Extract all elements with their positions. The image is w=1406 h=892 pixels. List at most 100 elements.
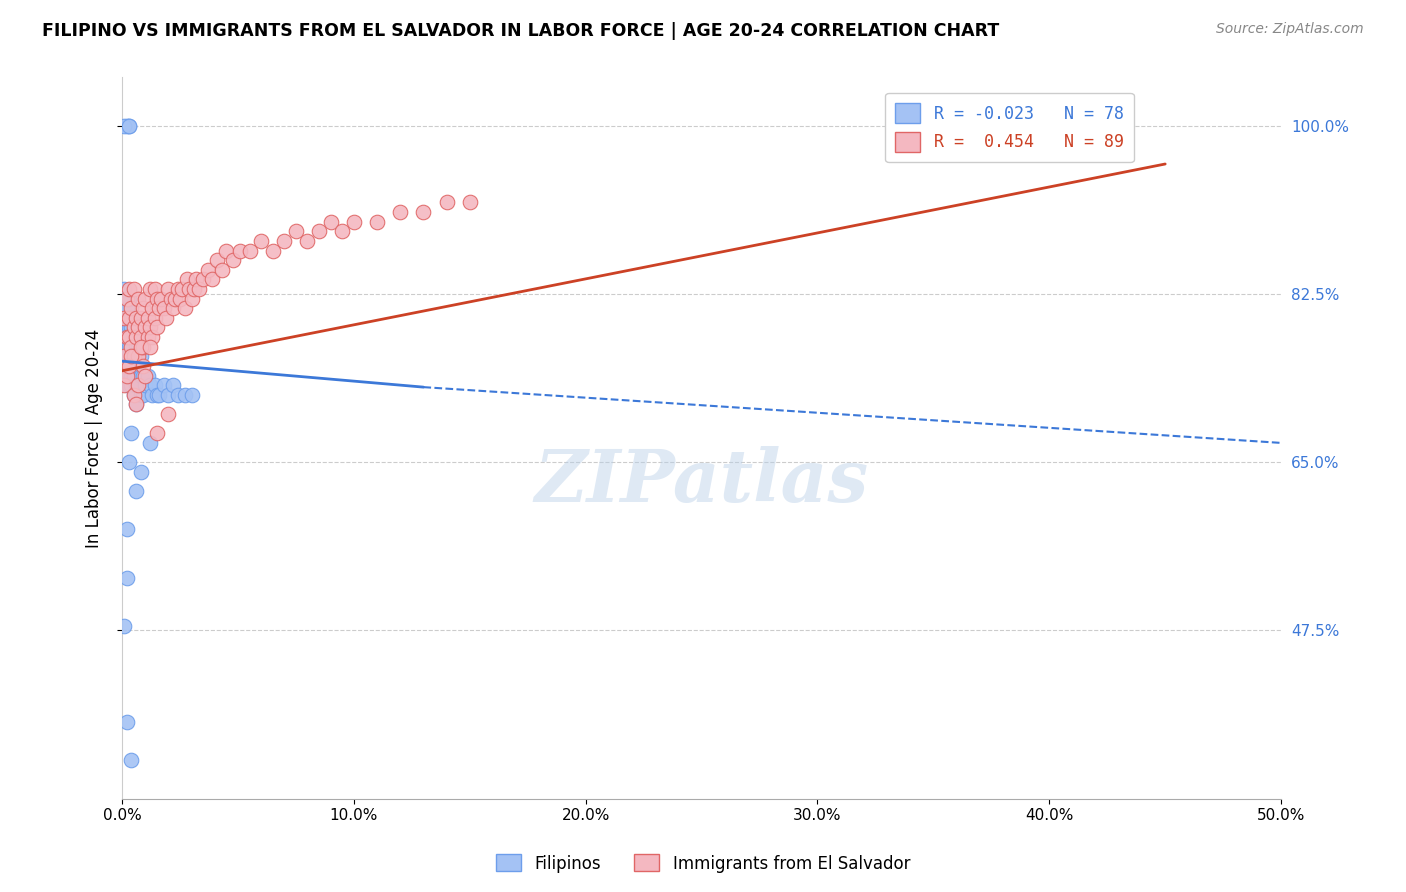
Point [118, 119, 141, 133]
Point [115, 310, 138, 325]
Point [159, 292, 181, 306]
Point [180, 292, 202, 306]
Point [122, 368, 145, 383]
Point [146, 388, 169, 402]
Point [120, 378, 142, 392]
Point [118, 349, 141, 363]
Point [112, 618, 135, 632]
Point [112, 320, 135, 334]
Point [129, 368, 152, 383]
Point [129, 388, 152, 402]
Legend: Filipinos, Immigrants from El Salvador: Filipinos, Immigrants from El Salvador [489, 847, 917, 880]
Point [173, 388, 195, 402]
Point [148, 388, 170, 402]
Text: ZIPatlas: ZIPatlas [534, 446, 869, 516]
Point [155, 310, 177, 325]
Point [115, 119, 138, 133]
Point [120, 753, 142, 767]
Point [112, 349, 135, 363]
Point [115, 378, 138, 392]
Point [115, 340, 138, 354]
Point [187, 282, 209, 296]
Point [165, 292, 187, 306]
Point [308, 224, 330, 238]
Point [118, 378, 141, 392]
Point [125, 359, 148, 373]
Point [150, 292, 173, 306]
Point [1108, 137, 1130, 152]
Point [115, 349, 138, 363]
Point [412, 205, 434, 219]
Point [118, 340, 141, 354]
Point [125, 340, 148, 354]
Point [125, 483, 148, 498]
Point [118, 310, 141, 325]
Point [141, 388, 163, 402]
Point [132, 359, 155, 373]
Text: Source: ZipAtlas.com: Source: ZipAtlas.com [1216, 22, 1364, 37]
Point [166, 282, 188, 296]
Point [222, 253, 245, 268]
Point [201, 272, 224, 286]
Point [297, 234, 319, 248]
Point [129, 465, 152, 479]
Point [122, 388, 145, 402]
Text: FILIPINO VS IMMIGRANTS FROM EL SALVADOR IN LABOR FORCE | AGE 20-24 CORRELATION C: FILIPINO VS IMMIGRANTS FROM EL SALVADOR … [42, 22, 1000, 40]
Point [125, 310, 148, 325]
Point [122, 310, 145, 325]
Point [129, 310, 152, 325]
Point [112, 292, 135, 306]
Point [127, 349, 149, 363]
Point [112, 378, 135, 392]
Point [143, 310, 166, 325]
Point [115, 320, 138, 334]
Point [120, 320, 142, 334]
Point [120, 340, 142, 354]
Point [162, 301, 184, 316]
Point [132, 301, 155, 316]
Point [169, 292, 191, 306]
Point [166, 388, 188, 402]
Point [115, 359, 138, 373]
Point [115, 330, 138, 344]
Point [143, 378, 166, 392]
Point [458, 195, 481, 210]
Point [146, 426, 169, 441]
Point [118, 282, 141, 296]
Point [112, 359, 135, 373]
Point [186, 272, 208, 286]
Point [319, 215, 342, 229]
Point [180, 388, 202, 402]
Point [134, 368, 156, 383]
Point [157, 282, 180, 296]
Point [122, 330, 145, 344]
Point [162, 378, 184, 392]
Point [120, 349, 142, 363]
Point [120, 301, 142, 316]
Point [118, 330, 141, 344]
Point [238, 244, 260, 258]
Point [120, 310, 142, 325]
Point [125, 397, 148, 411]
Point [120, 340, 142, 354]
Legend: R = -0.023   N = 78, R =  0.454   N = 89: R = -0.023 N = 78, R = 0.454 N = 89 [886, 93, 1133, 162]
Point [389, 205, 412, 219]
Point [152, 301, 174, 316]
Point [127, 320, 149, 334]
Point [193, 272, 215, 286]
Point [127, 359, 149, 373]
Point [118, 119, 141, 133]
Point [141, 330, 163, 344]
Point [205, 253, 228, 268]
Point [152, 378, 174, 392]
Point [112, 119, 135, 133]
Point [134, 378, 156, 392]
Point [262, 244, 284, 258]
Point [132, 368, 155, 383]
Point [112, 282, 135, 296]
Point [118, 320, 141, 334]
Point [157, 388, 180, 402]
Point [134, 320, 156, 334]
Point [115, 292, 138, 306]
Point [122, 320, 145, 334]
